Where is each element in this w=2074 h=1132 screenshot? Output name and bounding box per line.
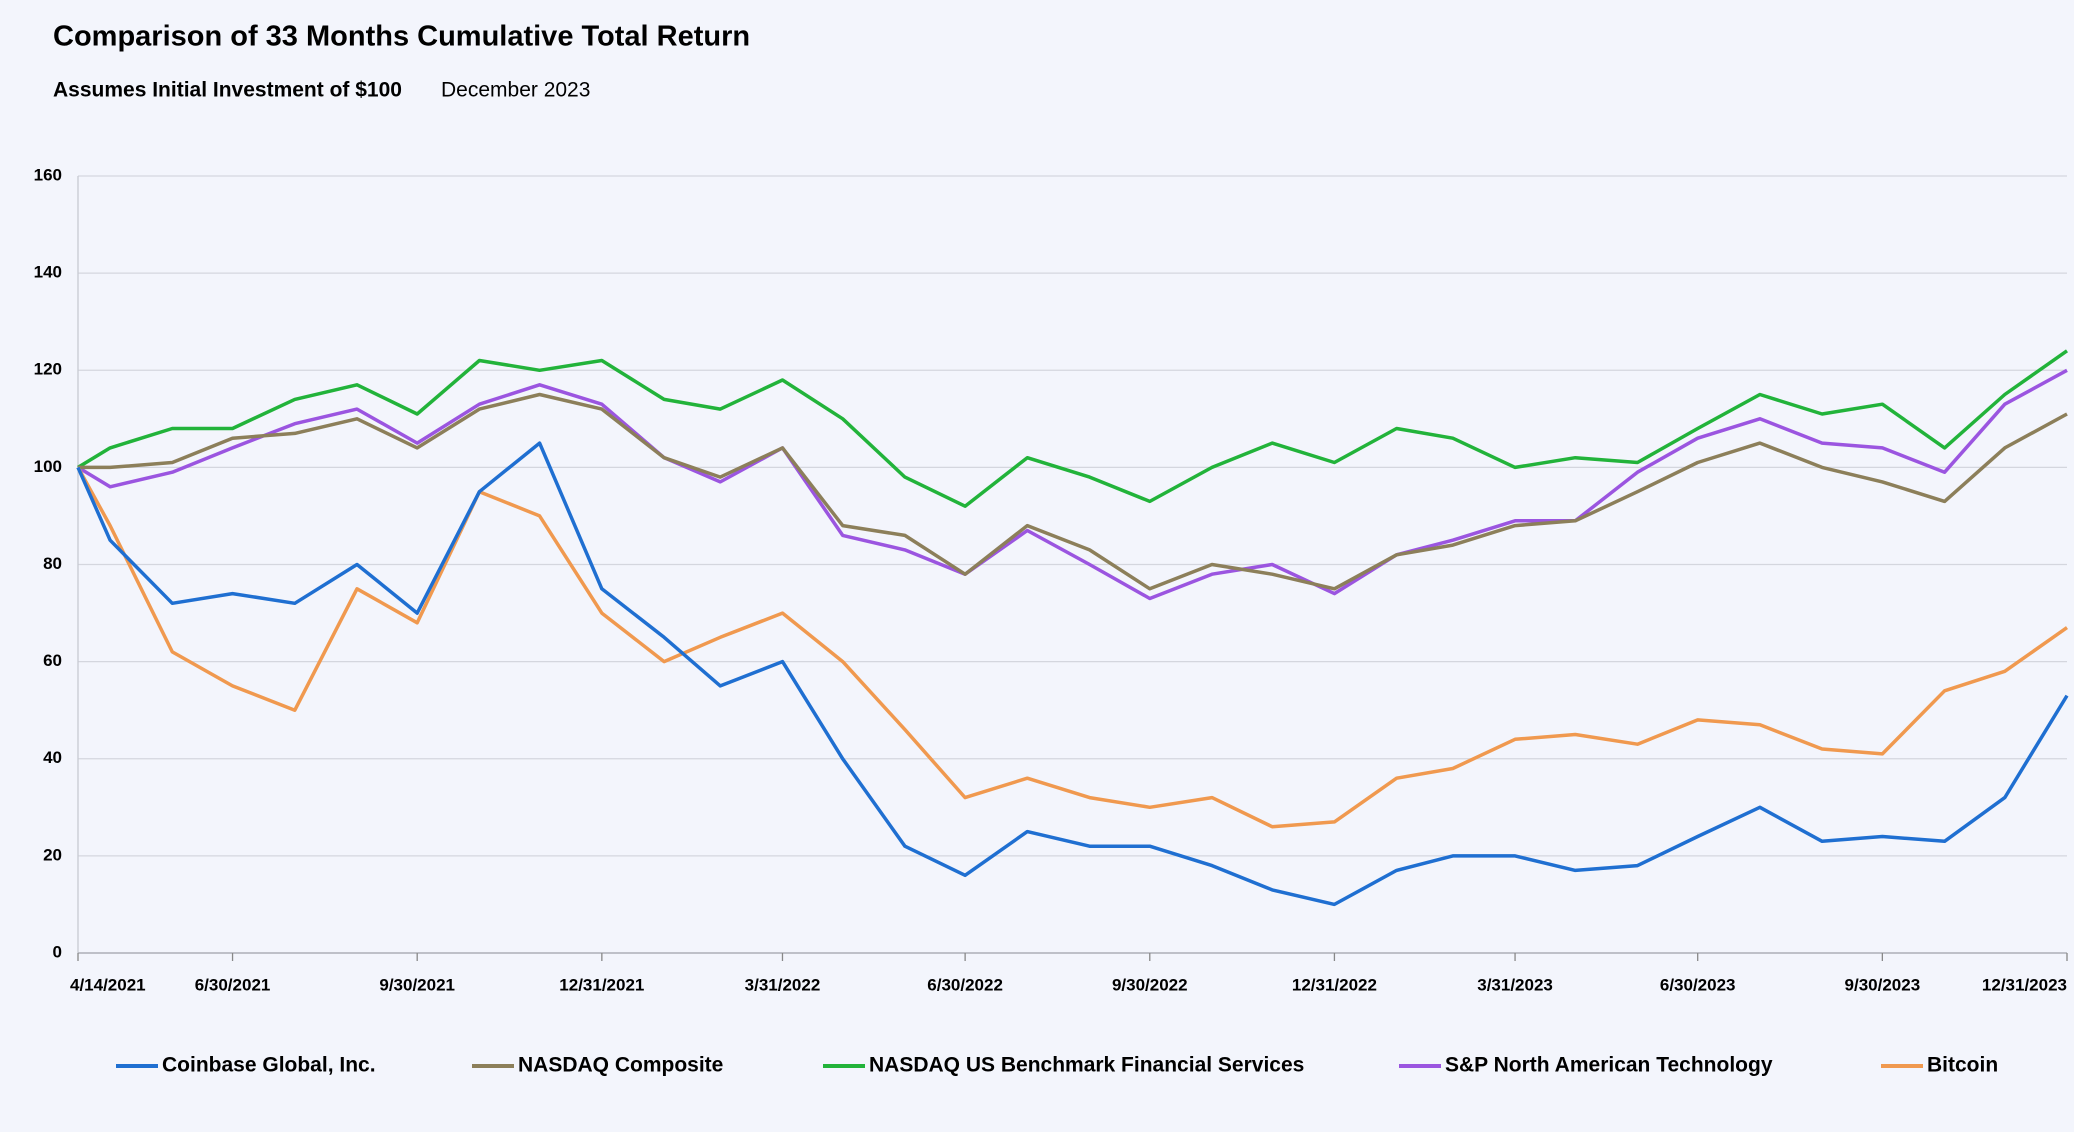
y-tick-label: 140 bbox=[34, 263, 62, 282]
x-tick-label: 9/30/2023 bbox=[1845, 975, 1921, 994]
date-note: December 2023 bbox=[441, 79, 590, 102]
x-tick-label: 9/30/2021 bbox=[379, 975, 455, 994]
x-tick-label: 12/31/2023 bbox=[1982, 975, 2067, 994]
legend-label: Bitcoin bbox=[1927, 1054, 1998, 1077]
series-line bbox=[76, 441, 2069, 907]
chart-title: Comparison of 33 Months Cumulative Total… bbox=[53, 21, 750, 53]
x-tick-label: 6/30/2021 bbox=[195, 975, 271, 994]
x-tick-label: 6/30/2022 bbox=[927, 975, 1003, 994]
legend-label: Coinbase Global, Inc. bbox=[162, 1054, 376, 1077]
y-tick-label: 120 bbox=[34, 360, 62, 379]
legend-label: NASDAQ US Benchmark Financial Services bbox=[869, 1054, 1304, 1077]
series-line bbox=[77, 368, 2068, 601]
legend-label: S&P North American Technology bbox=[1445, 1054, 1773, 1077]
x-tick-label: 12/31/2022 bbox=[1292, 975, 1377, 994]
y-tick-label: 160 bbox=[34, 165, 62, 184]
y-tick-label: 0 bbox=[53, 942, 62, 961]
x-tick-label: 3/31/2023 bbox=[1477, 975, 1553, 994]
y-tick-label: 20 bbox=[43, 845, 62, 864]
y-tick-label: 100 bbox=[34, 457, 62, 476]
y-tick-label: 80 bbox=[43, 554, 62, 573]
x-tick-label: 9/30/2022 bbox=[1112, 975, 1188, 994]
series-line bbox=[78, 392, 2068, 591]
series-line bbox=[76, 466, 2069, 829]
series-line bbox=[77, 349, 2069, 508]
x-tick-label: 6/30/2023 bbox=[1660, 975, 1736, 994]
y-tick-label: 60 bbox=[43, 651, 62, 670]
chart-subtitle: Assumes Initial Investment of $100 bbox=[53, 79, 402, 102]
x-tick-label: 12/31/2021 bbox=[559, 975, 644, 994]
x-tick-label: 3/31/2022 bbox=[745, 975, 821, 994]
legend-label: NASDAQ Composite bbox=[518, 1054, 723, 1077]
x-tick-label: 4/14/2021 bbox=[70, 975, 146, 994]
y-tick-label: 40 bbox=[43, 748, 62, 767]
